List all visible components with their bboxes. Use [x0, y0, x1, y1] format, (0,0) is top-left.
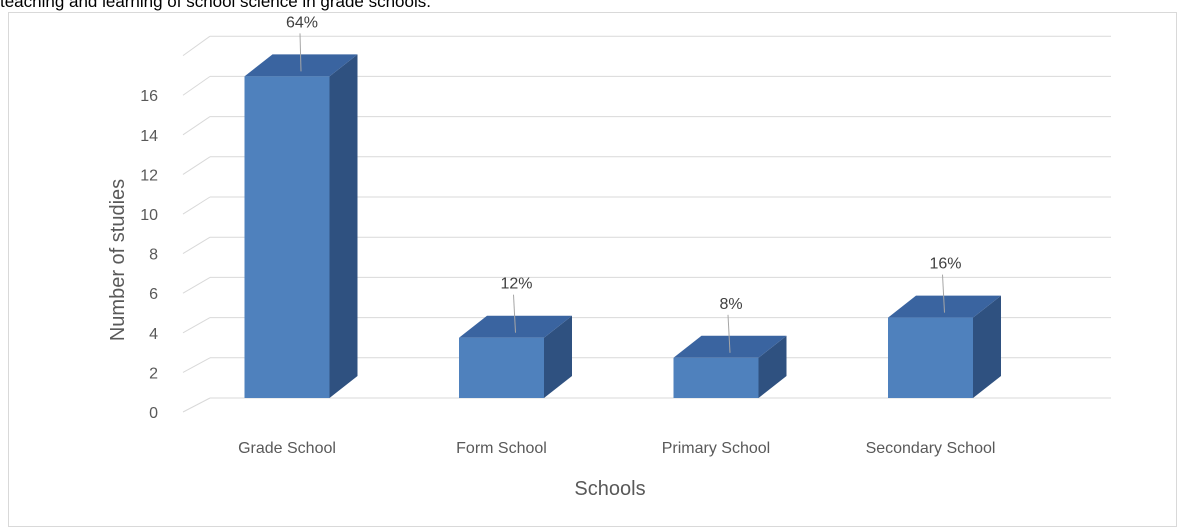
x-category-label: Primary School [662, 440, 770, 457]
data-label-leader [727, 314, 731, 353]
y-tick-label: 16 [140, 88, 158, 105]
bar-side-face [329, 54, 358, 399]
bar-front-face [888, 317, 973, 398]
side-wall-gridline [182, 75, 211, 96]
chart-frame [8, 12, 1177, 527]
bars [244, 54, 1001, 399]
data-label-leader [299, 33, 302, 72]
bar-side-face [758, 335, 787, 398]
side-wall-gridline [182, 397, 211, 413]
y-tick-label: 10 [140, 207, 158, 224]
x-category-label: Grade School [238, 440, 336, 457]
bar [673, 335, 787, 398]
bar [459, 315, 572, 398]
x-axis-title: Schools [574, 478, 645, 500]
bar [888, 295, 1001, 398]
figure-caption: teaching and learning of school science … [0, 0, 431, 11]
data-label: 12% [500, 276, 532, 293]
y-tick-label: 6 [149, 286, 158, 303]
side-wall-gridline [182, 35, 211, 57]
y-tick-label: 14 [140, 128, 158, 145]
x-category-label: Form School [456, 440, 547, 457]
gridlines [182, 35, 1111, 413]
side-wall-gridline [182, 196, 211, 215]
bar-side-face [973, 295, 1001, 398]
data-label: 8% [719, 296, 742, 313]
side-wall-gridline [182, 116, 211, 136]
data-label-leader [942, 274, 945, 313]
bar-side-face [544, 315, 572, 398]
data-label: 16% [929, 256, 961, 273]
y-axis-ticks: 0 2 4 6 8 10 12 14 16 [140, 88, 158, 422]
side-wall-gridline [182, 236, 211, 255]
bar-front-face [459, 337, 544, 398]
data-label-leader [513, 294, 516, 333]
y-tick-label: 12 [140, 167, 158, 184]
data-labels: 64% 12% 8% 16% [286, 14, 962, 353]
data-label: 64% [286, 14, 318, 31]
y-tick-label: 2 [149, 365, 158, 382]
y-tick-label: 0 [149, 405, 158, 422]
side-wall-gridline [182, 276, 211, 294]
bar-front-face [244, 76, 330, 399]
bar-front-face [673, 357, 759, 398]
side-wall-gridline [182, 317, 211, 334]
bar [244, 54, 358, 399]
x-axis-categories: Grade School Form School Primary School Sec… [238, 440, 995, 457]
side-wall-gridline [182, 156, 211, 175]
side-wall-gridline [182, 357, 211, 373]
y-tick-label: 4 [149, 326, 158, 343]
y-tick-label: 8 [149, 247, 158, 264]
x-category-label: Secondary School [866, 440, 996, 457]
y-axis-title: Number of studies [107, 179, 129, 341]
